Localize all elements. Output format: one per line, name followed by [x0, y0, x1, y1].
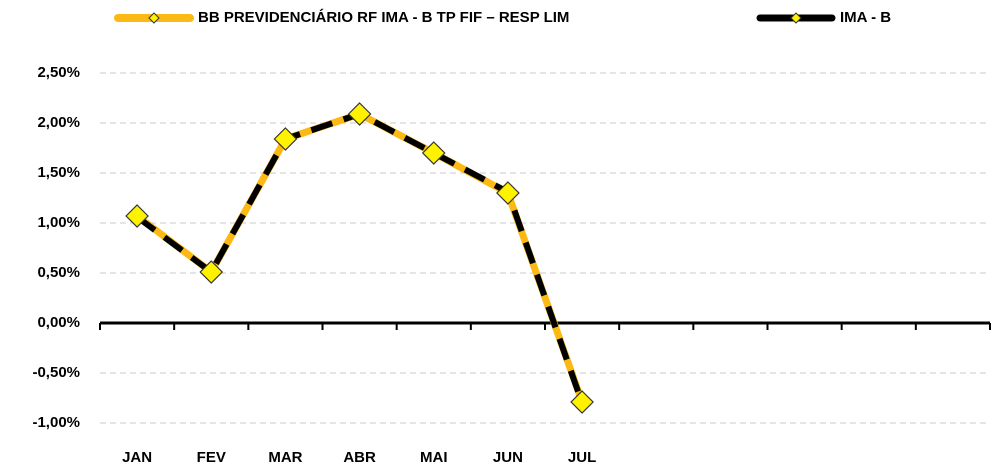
y-tick-label: -1,00%	[32, 414, 80, 431]
y-tick-label: 1,50%	[37, 164, 80, 181]
y-tick-label: 0,50%	[37, 264, 80, 281]
legend-label: BB PREVIDENCIÁRIO RF IMA - B TP FIF – RE…	[198, 9, 569, 26]
x-tick-label: MAI	[420, 449, 448, 466]
legend-marker	[148, 12, 160, 24]
x-tick-label: JAN	[122, 449, 152, 466]
legend-label: IMA - B	[840, 9, 891, 26]
x-tick-label: FEV	[197, 449, 226, 466]
y-tick-label: 2,00%	[37, 114, 80, 131]
y-tick-label: 1,00%	[37, 214, 80, 231]
x-tick-label: JUL	[568, 449, 596, 466]
point-marker	[347, 102, 372, 126]
series-line	[135, 111, 585, 404]
x-tick-label: ABR	[343, 449, 376, 466]
point-marker	[421, 141, 446, 165]
y-tick-label: 2,50%	[37, 64, 80, 81]
point-marker	[125, 204, 149, 228]
legend-marker	[790, 12, 802, 24]
point-marker	[496, 181, 520, 205]
x-tick-label: MAR	[268, 449, 302, 466]
point-marker	[273, 127, 298, 151]
y-tick-label: -0,50%	[32, 364, 80, 381]
y-tick-label: 0,00%	[37, 314, 80, 331]
point-marker	[199, 260, 224, 284]
series-line	[134, 110, 586, 404]
point-marker	[570, 390, 594, 414]
x-tick-label: JUN	[493, 449, 523, 466]
